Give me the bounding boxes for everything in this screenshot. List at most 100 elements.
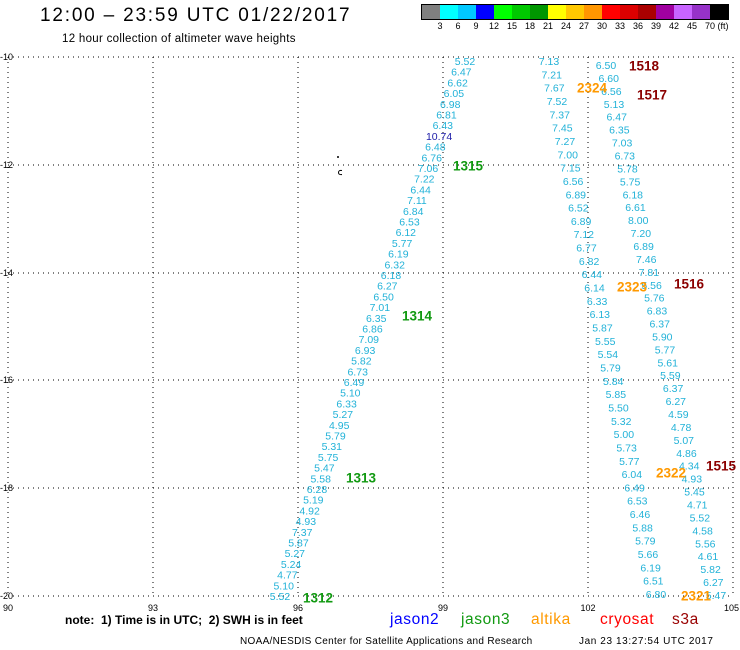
pass-time-label: 2321: [681, 589, 712, 604]
wave-height-value: 5.78: [617, 163, 638, 175]
wave-height-value: 6.61: [625, 202, 646, 214]
wave-height-value: 4.93: [682, 474, 703, 486]
wave-height-value: 6.50: [373, 291, 394, 303]
wave-height-value: 6.76: [421, 152, 442, 164]
wave-height-value: 6.47: [606, 112, 627, 124]
wave-height-value: 5.13: [604, 99, 625, 111]
wave-height-value: 4.77: [277, 570, 298, 582]
wave-height-value: 7.37: [292, 527, 313, 539]
wave-height-value: 7.52: [547, 96, 568, 108]
wave-height-value: 6.37: [663, 383, 684, 395]
wave-height-value: 6.27: [703, 577, 724, 589]
wave-height-value: 5.82: [351, 356, 372, 368]
pass-time-label: 2323: [617, 280, 648, 295]
wave-height-value: 6.60: [598, 73, 619, 85]
color-scale-label: 30: [596, 21, 608, 31]
color-scale-label: 27: [578, 21, 590, 31]
island-marker: [337, 156, 339, 158]
wave-height-value: 6.44: [582, 269, 603, 281]
color-scale-label: 42: [668, 21, 680, 31]
wave-height-value: 5.52: [690, 512, 711, 524]
wave-height-value: 5.79: [325, 431, 346, 443]
legend-s3a: s3a: [672, 611, 699, 628]
wave-height-value: 6.50: [596, 60, 617, 72]
color-scale-label: 70: [704, 21, 716, 31]
lat-label: -20: [0, 591, 13, 601]
wave-height-value: 5.77: [655, 344, 676, 356]
color-scale-label: 9: [473, 21, 479, 31]
wave-height-value: 10.74: [426, 131, 452, 143]
wave-height-value: 6.53: [399, 217, 420, 229]
color-scale-box: [530, 5, 548, 19]
color-scale-box: [620, 5, 638, 19]
wave-height-value: 5.07: [674, 435, 695, 447]
wave-height-value: 6.49: [624, 482, 645, 494]
wave-height-value: 6.56: [601, 86, 622, 98]
wave-height-value: 6.13: [590, 309, 611, 321]
color-scale-box: [692, 5, 710, 19]
color-scale-bar: [421, 4, 729, 20]
wave-height-value: 6.44: [410, 184, 431, 196]
wave-height-value: 5.50: [608, 402, 629, 414]
wave-height-value: 5.47: [314, 463, 335, 475]
wave-height-value: 6.18: [381, 270, 402, 282]
wave-height-value: 4.58: [692, 525, 713, 537]
track-values: 5.526.476.626.056.986.816.4310.746.486.7…: [270, 56, 727, 603]
pass-time-label: 2324: [577, 81, 608, 96]
wave-height-value: 7.21: [541, 69, 562, 81]
wave-height-value: 7.15: [560, 163, 581, 175]
footer-credit: NOAA/NESDIS Center for Satellite Applica…: [240, 636, 533, 647]
wave-height-value: 4.92: [299, 505, 320, 517]
wave-height-value: 7.00: [557, 149, 578, 161]
wave-height-value: 5.45: [684, 487, 705, 499]
color-scale-box: [584, 5, 602, 19]
wave-height-value: 6.89: [571, 216, 592, 228]
color-scale-label: 12: [488, 21, 500, 31]
wave-height-value: 6.35: [609, 125, 630, 137]
wave-height-value: 5.87: [288, 538, 309, 550]
pass-time-label: 1312: [303, 591, 333, 606]
wave-height-value: 6.33: [587, 296, 608, 308]
pass-time-label: 2322: [656, 466, 686, 481]
color-scale-box: [602, 5, 620, 19]
wave-height-value: 6.83: [647, 306, 668, 318]
wave-height-value: 6.51: [643, 576, 664, 588]
color-scale-box: [674, 5, 692, 19]
color-scale-box: [512, 5, 530, 19]
wave-height-value: 6.93: [355, 345, 376, 357]
color-scale-label: 33: [614, 21, 626, 31]
wave-height-value: 6.27: [666, 396, 687, 408]
wave-height-value: 6.47: [451, 67, 472, 79]
wave-height-value: 7.67: [544, 83, 565, 95]
wave-height-value: 6.19: [388, 249, 409, 261]
wave-height-value: 6.18: [623, 189, 644, 201]
wave-height-value: 7.22: [414, 174, 435, 186]
wave-height-value: 6.49: [344, 377, 365, 389]
lon-label: 93: [148, 603, 158, 613]
wave-height-value: 4.59: [668, 409, 689, 421]
wave-height-value: 5.32: [611, 416, 632, 428]
color-scale-label: 39: [650, 21, 662, 31]
wave-height-value: 7.45: [552, 123, 573, 135]
lat-label: -12: [0, 160, 13, 170]
wave-height-value: 4.86: [676, 448, 697, 460]
wave-height-value: 6.80: [646, 589, 667, 601]
wave-height-value: 5.88: [632, 522, 653, 534]
wave-height-value: 4.34: [679, 461, 700, 473]
wave-height-value: 6.43: [433, 120, 454, 132]
wave-height-value: 6.77: [576, 243, 597, 255]
wave-height-value: 8.00: [628, 215, 649, 227]
wave-height-value: 6.27: [377, 281, 398, 293]
legend-cryosat: cryosat: [600, 611, 655, 628]
color-scale-box: [458, 5, 476, 19]
legend-jason3: jason3: [461, 611, 511, 628]
color-scale-label: 3: [437, 21, 443, 31]
wave-height-value: 6.73: [615, 151, 636, 163]
wave-height-value: 7.46: [636, 254, 657, 266]
track-pass-labels: 1315 1314 1313 1312 2324 2323 2322 2321 1518 1517…: [303, 59, 737, 606]
wave-height-value: 5.54: [598, 349, 619, 361]
lon-label: 105: [724, 603, 739, 613]
color-scale-label: 15: [506, 21, 518, 31]
